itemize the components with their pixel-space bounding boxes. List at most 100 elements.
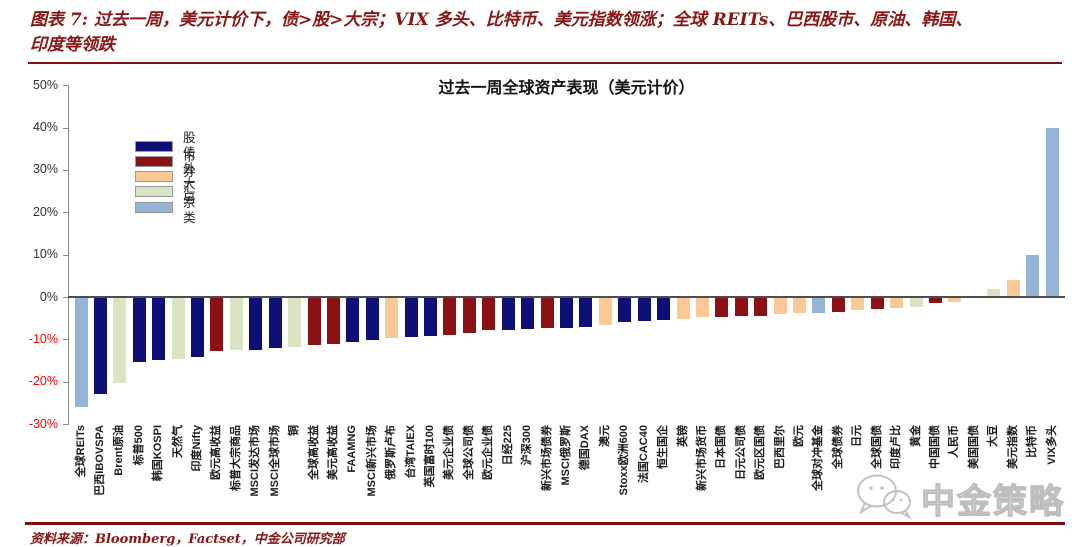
x-axis-label: 欧元	[793, 425, 806, 447]
x-axis-label: 英镑	[676, 425, 689, 447]
bar	[229, 297, 243, 351]
bar	[326, 297, 340, 344]
x-axis-label: 恒生国企	[657, 425, 670, 469]
bar	[288, 297, 302, 347]
bar	[462, 297, 476, 333]
x-axis-label: 韩国KOSPI	[152, 425, 165, 482]
bar	[307, 297, 321, 346]
legend-label: 债券	[183, 145, 196, 180]
x-axis-label: 巴西里尔	[773, 425, 786, 469]
x-axis-label: 日本国债	[715, 425, 728, 469]
x-axis-label: 全球公司债	[462, 425, 475, 480]
x-axis-label: FAAMNG	[346, 425, 359, 473]
y-axis-tick-label: 10%	[32, 247, 58, 262]
bar	[482, 297, 496, 331]
y-axis-tick-label: 20%	[32, 204, 58, 219]
x-axis-label: 日元公司债	[734, 425, 747, 480]
bar	[637, 297, 651, 322]
x-axis-label: 俄罗斯卢布	[385, 425, 398, 480]
wechat-icon	[855, 472, 913, 525]
y-axis-line	[68, 85, 69, 426]
bar	[191, 297, 205, 358]
bar	[793, 297, 807, 314]
bar	[773, 297, 787, 314]
x-axis-label: 全球债券	[831, 425, 844, 469]
y-axis-tick-mark	[63, 254, 68, 256]
legend-label: 大宗	[183, 175, 196, 210]
bar	[812, 297, 826, 313]
legend-item: 大宗	[135, 173, 204, 211]
legend-item: 外汇	[135, 158, 204, 196]
bar	[676, 297, 690, 319]
figure-caption-line1: 图表 7: 过去一周，美元计价下，债>股>大宗；VIX 多头、比特币、美元指数领…	[30, 10, 973, 30]
legend-swatch	[135, 171, 174, 183]
x-axis-label: 标普500	[132, 425, 145, 466]
y-axis-tick-label: 40%	[32, 120, 58, 134]
y-axis-tick-mark	[63, 212, 68, 214]
bar	[443, 297, 457, 336]
y-axis-tick-mark	[63, 127, 68, 129]
bar	[695, 297, 709, 318]
x-axis-label: 天然气	[171, 425, 184, 458]
zero-baseline	[68, 296, 1065, 298]
x-axis-label: 印度Nifty	[191, 425, 204, 472]
y-axis-tick-mark	[63, 169, 68, 171]
bar	[171, 297, 185, 359]
y-axis-tick-mark	[63, 297, 68, 298]
bar	[385, 297, 399, 338]
bar	[870, 297, 884, 309]
legend-swatch	[135, 140, 174, 152]
bar	[365, 297, 379, 341]
bar	[734, 297, 748, 317]
bar	[928, 297, 942, 303]
bar-chart-figure: 过去一周全球资产表现（美元计价） 全球REITs 巴西IBOVSPA Brent原油…	[0, 66, 1080, 518]
x-axis-label: MSCI新兴市场	[365, 425, 378, 497]
x-axis-label: MSCI全球市场	[268, 425, 281, 497]
legend-item: 债券	[135, 142, 204, 180]
bar	[249, 297, 263, 350]
x-axis-label: 美元企业债	[443, 425, 456, 480]
bar	[424, 297, 438, 337]
top-divider	[28, 62, 1062, 64]
bar	[404, 297, 418, 338]
x-axis-label: 英国富时100	[424, 425, 437, 488]
bar	[560, 297, 573, 328]
bar	[909, 297, 923, 307]
legend-label: 另类	[183, 191, 196, 226]
x-axis-label: 新兴市场债券	[540, 425, 553, 491]
bottom-divider	[25, 522, 1065, 525]
bar	[346, 297, 360, 342]
bar	[93, 297, 107, 394]
bar	[1006, 280, 1020, 297]
y-axis-tick-mark	[63, 381, 68, 383]
x-axis-label: 标普大宗商品	[229, 425, 242, 491]
legend-swatch	[135, 155, 174, 167]
x-axis-label: 美元高收益	[326, 425, 339, 480]
bar	[1045, 127, 1059, 297]
bar	[657, 297, 671, 321]
x-axis-label: 欧元区国债	[754, 425, 767, 480]
bar	[598, 297, 612, 325]
y-axis-tick-label: -30%	[28, 416, 58, 431]
x-axis-label: 欧元高收益	[210, 425, 223, 480]
bar	[152, 297, 166, 360]
legend-swatch	[135, 186, 174, 198]
figure-caption: 图表 7: 过去一周，美元计价下，债>股>大宗；VIX 多头、比特币、美元指数领…	[30, 8, 1060, 58]
bar	[74, 297, 88, 408]
bar	[987, 289, 1001, 297]
bar	[754, 297, 768, 316]
bar	[618, 297, 632, 322]
x-axis-label: MSCI发达市场	[249, 425, 262, 497]
bar	[540, 297, 554, 329]
bar	[132, 297, 146, 362]
bar	[210, 297, 224, 352]
bar	[890, 297, 904, 309]
y-axis-tick-label: 30%	[32, 162, 58, 177]
x-axis-label: 德国DAX	[579, 425, 592, 471]
bar	[268, 297, 282, 349]
x-axis-label: 法国CAC40	[637, 425, 650, 484]
y-axis-tick-label: -20%	[28, 374, 58, 389]
y-axis-tick-label: 0%	[39, 289, 58, 304]
bar	[579, 297, 593, 327]
y-axis-tick-label: -10%	[28, 331, 58, 346]
